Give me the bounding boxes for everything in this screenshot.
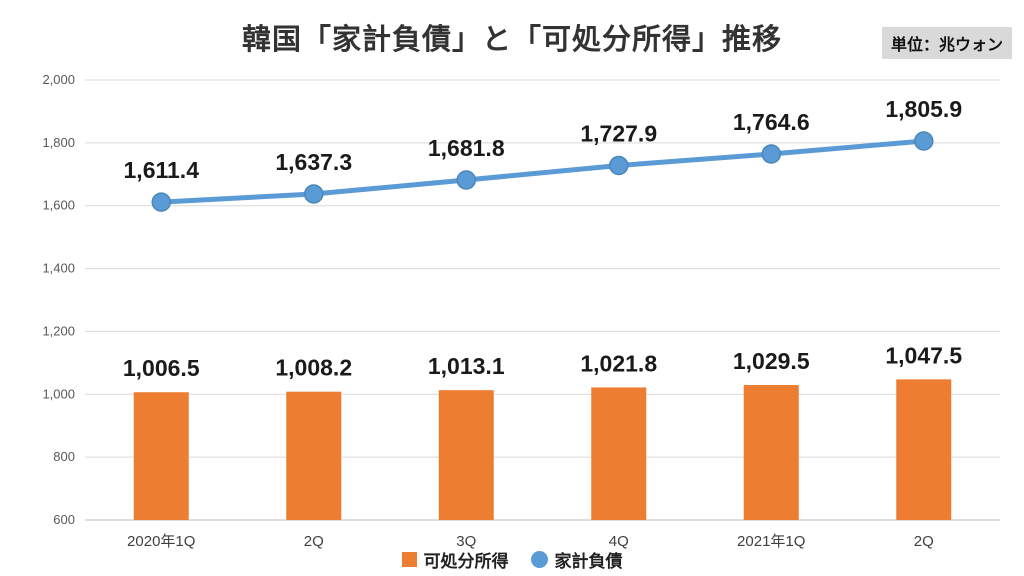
bar-value-label: 1,021.8 bbox=[580, 350, 657, 376]
x-axis-category-label: 2Q bbox=[914, 533, 934, 550]
x-axis-category-label: 2021年1Q bbox=[737, 533, 805, 550]
line-value-label: 1,805.9 bbox=[885, 96, 962, 122]
y-axis-tick-label: 2,000 bbox=[42, 72, 75, 87]
bar bbox=[133, 392, 189, 520]
y-axis-tick-label: 1,000 bbox=[42, 386, 75, 401]
line-marker bbox=[914, 131, 934, 151]
bar-value-label: 1,008.2 bbox=[275, 355, 352, 381]
legend: 可処分所得 家計負債 bbox=[0, 547, 1024, 572]
legend-circle-marker bbox=[530, 551, 548, 568]
line-marker bbox=[609, 155, 629, 176]
bar-value-label: 1,047.5 bbox=[885, 342, 962, 368]
y-axis-tick-label: 1,400 bbox=[42, 261, 75, 276]
legend-label: 家計負債 bbox=[554, 552, 623, 571]
unit-label: 単位：兆ウォン bbox=[881, 27, 1012, 59]
line-marker bbox=[304, 184, 324, 204]
line-value-label: 1,764.6 bbox=[733, 109, 810, 135]
y-axis-tick-label: 1,800 bbox=[42, 135, 75, 150]
bar-value-label: 1,029.5 bbox=[733, 348, 810, 374]
bar bbox=[896, 379, 952, 520]
bar bbox=[591, 387, 647, 520]
line-marker bbox=[151, 192, 171, 212]
bar bbox=[438, 390, 494, 520]
line-value-label: 1,681.8 bbox=[428, 135, 505, 161]
x-axis-category-label: 2020年1Q bbox=[127, 533, 195, 550]
line-value-label: 1,611.4 bbox=[124, 157, 200, 183]
legend-square-marker bbox=[401, 552, 417, 567]
x-axis-category-label: 2Q bbox=[304, 533, 324, 550]
bar-value-label: 1,006.5 bbox=[123, 355, 200, 381]
bar bbox=[743, 385, 799, 520]
page-title: 韓国「家計負債」と「可処分所得」推移 bbox=[241, 24, 782, 56]
y-axis-tick-label: 600 bbox=[53, 512, 75, 527]
y-axis-tick-label: 800 bbox=[53, 449, 75, 464]
legend-item: 家計負債 bbox=[530, 547, 623, 572]
line-marker bbox=[761, 144, 781, 164]
x-axis-category-label: 4Q bbox=[609, 533, 629, 550]
x-axis-category-label: 3Q bbox=[456, 533, 476, 550]
legend-item: 可処分所得 bbox=[401, 547, 509, 572]
line-marker bbox=[456, 170, 476, 190]
legend-label: 可処分所得 bbox=[423, 552, 509, 571]
bar bbox=[286, 391, 342, 520]
line-value-label: 1,727.9 bbox=[580, 121, 657, 147]
line-value-label: 1,637.3 bbox=[275, 149, 352, 175]
y-axis-tick-label: 1,600 bbox=[42, 198, 75, 213]
line-series bbox=[161, 138, 924, 205]
y-axis-tick-label: 1,200 bbox=[42, 323, 75, 338]
bar-value-label: 1,013.1 bbox=[428, 353, 505, 379]
